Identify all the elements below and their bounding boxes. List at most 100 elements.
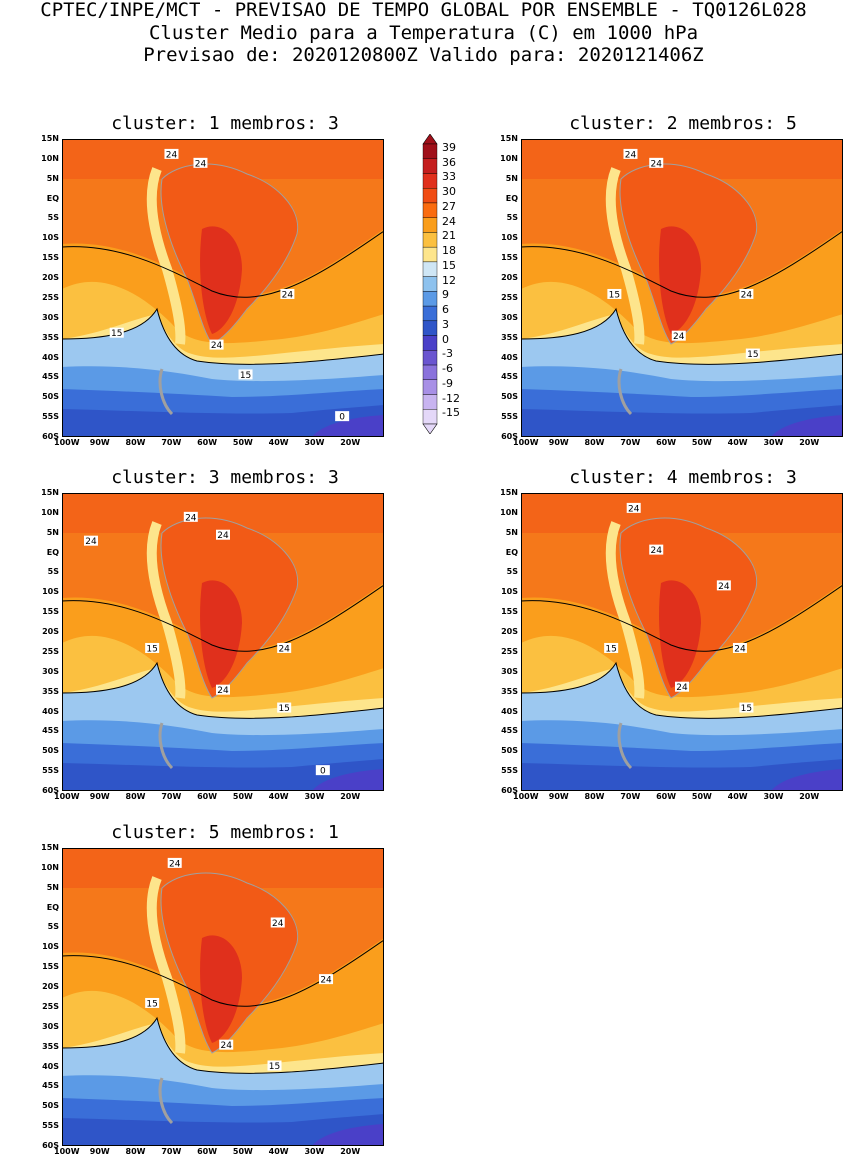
- lat-tick-label: 15N: [41, 843, 59, 852]
- contour-label: 24: [272, 919, 284, 929]
- contour-label: 24: [673, 332, 685, 342]
- lat-tick-label: 25S: [42, 1001, 59, 1011]
- contour-label-box: [671, 330, 686, 341]
- lat-tick-label: 35S: [501, 332, 518, 342]
- contour-label-box: [675, 681, 689, 692]
- lon-tick-label: 20W: [340, 438, 361, 447]
- lon-tick-label: 50W: [691, 438, 712, 447]
- lon-tick-label: 60W: [656, 438, 677, 447]
- lat-tick-label: 50S: [501, 746, 518, 756]
- contour-label: 24: [741, 290, 753, 300]
- contour-label: 15: [240, 371, 251, 381]
- lat-tick-label: 60S: [42, 1141, 59, 1150]
- lon-tick-label: 40W: [727, 792, 748, 801]
- contour-label-box: [238, 369, 253, 380]
- lon-tick-label: 70W: [620, 438, 641, 447]
- lon-tick-label: 40W: [268, 438, 289, 447]
- legend-value: 33: [442, 170, 456, 184]
- contour-label: 24: [166, 150, 178, 160]
- contour-label-box: [83, 535, 98, 546]
- panel-title: cluster: 2 membros: 5: [569, 113, 797, 134]
- contour-label-box: [277, 702, 292, 713]
- temperature-map: 24 24 24 24 15 15: [62, 848, 384, 1146]
- lat-tick-label: 60S: [501, 432, 518, 441]
- lat-tick-label: 60S: [501, 786, 518, 795]
- legend-value: 24: [442, 214, 456, 228]
- lat-tick-label: 40S: [501, 706, 518, 716]
- contour-label: 15: [269, 1062, 280, 1072]
- lon-tick-label: 20W: [340, 1147, 361, 1156]
- lat-tick-label: 10S: [42, 942, 59, 952]
- panel-title: cluster: 1 membros: 3: [111, 113, 339, 134]
- lat-tick-label: 5S: [47, 567, 59, 577]
- contour-label-box: [626, 502, 641, 513]
- lat-tick-label: 30S: [42, 666, 59, 676]
- lon-tick-label: 50W: [232, 792, 253, 801]
- header-line3: Previsao de: 2020120800Z Valido para: 20…: [143, 44, 704, 66]
- lat-tick-label: 10N: [41, 862, 59, 872]
- legend-value: 21: [442, 229, 456, 243]
- lon-tick-label: 70W: [161, 1147, 182, 1156]
- lat-tick-label: 5N: [46, 527, 59, 537]
- header-line1: CPTEC/INPE/MCT - PREVISAO DE TEMPO GLOBA…: [40, 0, 807, 21]
- lat-tick-label: 20S: [42, 982, 59, 992]
- temperature-map: 24 24 24 24 24 15 15 0: [62, 493, 384, 791]
- legend-value: 27: [442, 199, 456, 213]
- panel-title: cluster: 5 membros: 1: [111, 822, 339, 843]
- legend-value: 39: [442, 141, 456, 154]
- lat-tick-label: 5N: [505, 527, 518, 537]
- contour-label: 24: [217, 686, 229, 696]
- contour-label: 24: [734, 644, 746, 654]
- contour-label: 15: [609, 290, 620, 300]
- contour-label: 24: [625, 150, 637, 160]
- temperature-map: 24 24 24 24 24 15 15: [521, 493, 843, 791]
- contour-label: 24: [169, 859, 181, 869]
- temperature-map: 24 24 24 24 15 15 0: [62, 139, 384, 437]
- lat-tick-label: 10S: [42, 587, 59, 597]
- lon-tick-label: 30W: [763, 438, 784, 447]
- contour-label: 24: [628, 504, 640, 514]
- legend-value: 9: [442, 288, 449, 302]
- lat-tick-label: 5N: [46, 173, 59, 183]
- contour-label-box: [649, 544, 664, 555]
- contour-label-box: [216, 529, 230, 540]
- lat-tick-label: 10N: [41, 153, 59, 163]
- contour-label-box: [219, 1039, 234, 1050]
- contour-label-box: [109, 327, 124, 338]
- legend-value: 3: [442, 317, 449, 331]
- lon-tick-label: 70W: [161, 792, 182, 801]
- contour-label-box: [315, 765, 330, 776]
- contour-label: 24: [320, 976, 332, 986]
- lat-tick-label: 40S: [42, 706, 59, 716]
- contour-label: 15: [741, 704, 752, 714]
- contour-label: 0: [320, 767, 326, 777]
- contour-label: 15: [605, 644, 616, 654]
- contour-label-box: [607, 288, 622, 299]
- lat-tick-label: 30S: [42, 1021, 59, 1031]
- lat-tick-label: 5S: [506, 213, 518, 223]
- lat-tick-label: 15S: [501, 607, 518, 617]
- contour-label: 24: [217, 531, 229, 541]
- lat-tick-label: 55S: [42, 412, 59, 422]
- legend-value: 15: [442, 258, 456, 272]
- lat-tick-label: 10S: [42, 233, 59, 243]
- contour-label: 24: [282, 290, 294, 300]
- contour-label: 24: [651, 159, 663, 169]
- lat-tick-label: 20S: [42, 273, 59, 283]
- legend-value: -15: [442, 406, 460, 420]
- lat-tick-label: 45S: [42, 372, 59, 382]
- lat-tick-label: 30S: [501, 312, 518, 322]
- lat-tick-label: 30S: [42, 312, 59, 322]
- contour-label: 24: [85, 537, 97, 547]
- panel-title: cluster: 4 membros: 3: [569, 467, 797, 488]
- lat-tick-label: 45S: [501, 726, 518, 736]
- lat-tick-label: EQ: [505, 193, 518, 203]
- lon-tick-label: 70W: [161, 438, 182, 447]
- contour-label: 15: [146, 644, 157, 654]
- lat-tick-label: 50S: [42, 746, 59, 756]
- contour-label-box: [270, 917, 285, 928]
- lon-tick-label: 20W: [799, 792, 820, 801]
- lon-tick-label: 100W: [513, 438, 539, 447]
- lat-tick-label: 40S: [501, 352, 518, 362]
- legend-value: -12: [442, 391, 460, 405]
